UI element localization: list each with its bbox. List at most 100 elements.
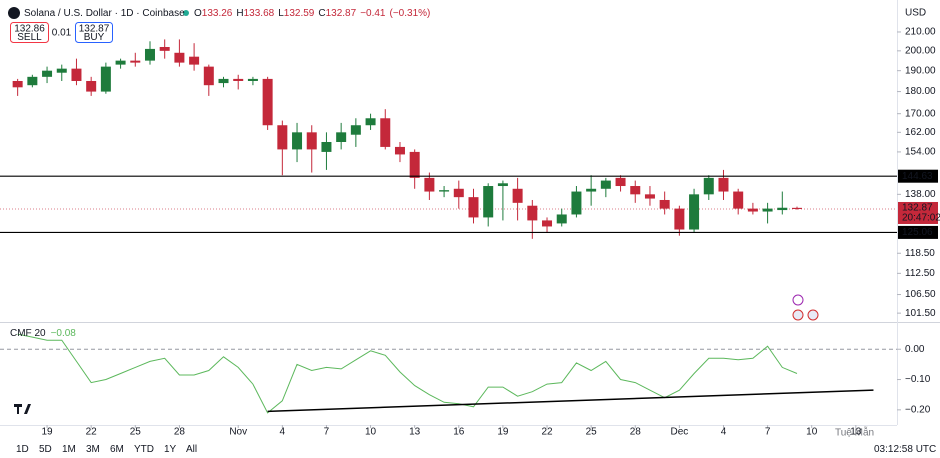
candle-body: [42, 70, 53, 77]
candle-body: [144, 48, 155, 61]
x-tick-label: 13: [850, 427, 862, 438]
candle-body: [159, 46, 170, 51]
y-tick-label: 170.00: [905, 108, 936, 119]
chart-title: Solana / U.S. Dollar · 1D · Coinbase: [24, 8, 185, 19]
candle-body: [571, 191, 582, 215]
candle-body: [27, 76, 38, 86]
y-tick-label: 200.00: [905, 45, 936, 56]
event-icon[interactable]: [807, 309, 819, 321]
range-button[interactable]: 5D: [39, 444, 52, 455]
symbol-logo: [8, 7, 20, 19]
candle-body: [380, 118, 391, 147]
x-tick-label: 10: [365, 427, 377, 438]
candle-body: [12, 80, 23, 88]
background: [0, 0, 940, 441]
x-tick-label: 22: [541, 427, 553, 438]
candle-body: [409, 151, 420, 178]
x-tick-label: 13: [409, 427, 421, 438]
y-tick-label: 138.00: [905, 189, 936, 200]
price-label: 144.63: [902, 171, 933, 182]
candle-body: [350, 125, 361, 135]
y-tick-label: 112.50: [905, 268, 935, 279]
change-pct: (−0.31%): [390, 8, 431, 19]
currency: USD: [905, 8, 926, 19]
range-button[interactable]: 1D: [16, 444, 29, 455]
cmf-line: [17, 333, 798, 414]
candle-body: [115, 60, 126, 65]
y-tick-label: 210.00: [905, 27, 936, 38]
y-tick-label: 162.00: [905, 127, 936, 138]
candle-body: [174, 52, 185, 63]
candle-body: [394, 146, 405, 155]
x-tick-label: 28: [174, 427, 186, 438]
candle-body: [321, 141, 332, 152]
event-icon[interactable]: [792, 309, 804, 321]
candle-body: [468, 197, 479, 218]
candle-body: [644, 194, 655, 199]
y-tick-label: −0.10: [905, 374, 931, 385]
range-button[interactable]: 1M: [62, 444, 76, 455]
candle-body: [100, 66, 111, 92]
clock: 03:12:58 UTC: [874, 444, 937, 455]
candle-body: [600, 180, 611, 189]
indicator-legend: CMF 20 −0.08: [10, 328, 76, 339]
candle-body: [512, 188, 523, 203]
buy-label: BUY: [84, 32, 105, 43]
candle-body: [718, 177, 729, 192]
y-tick-label: 190.00: [905, 65, 936, 76]
candle-body: [777, 207, 788, 211]
range-button[interactable]: 3M: [86, 444, 100, 455]
candle-body: [189, 56, 200, 65]
candle-body: [292, 132, 303, 150]
candle-body: [556, 214, 567, 224]
y-tick-label: −0.20: [905, 404, 931, 415]
range-button[interactable]: All: [186, 444, 198, 455]
trend-line: [267, 389, 874, 413]
candle-body: [218, 78, 229, 84]
ohlc-key: O: [194, 8, 202, 19]
price-label-box: [898, 169, 938, 183]
buy-button[interactable]: [75, 22, 113, 43]
candle-body: [689, 194, 700, 230]
x-tick-label: 25: [130, 427, 142, 438]
candle-body: [86, 80, 97, 92]
watermark: Tuệ Mẫn: [835, 426, 874, 439]
toolbar: 1D 5D 1M 3M 6M YTD 1Y All 03:12:58 UTC: [0, 441, 940, 458]
range-button[interactable]: YTD: [134, 444, 154, 455]
candle-body: [703, 177, 714, 195]
candle-body: [733, 191, 744, 209]
x-tick-label: Nov: [229, 427, 247, 438]
candle-body: [203, 66, 214, 86]
indicator-name: CMF 20: [10, 328, 46, 339]
buy-price: 132.87: [79, 24, 110, 35]
y-tick-label: 154.00: [905, 147, 936, 158]
candle-body: [659, 199, 670, 209]
status-dot: [183, 10, 189, 16]
price-label-box: [898, 225, 938, 239]
candle-body: [306, 132, 317, 150]
last-price-box: [898, 201, 938, 224]
candle-body: [233, 78, 244, 81]
ohlc-key: H: [236, 8, 243, 19]
ohlc-value: 133.26: [202, 8, 233, 19]
y-tick-label: 118.50: [905, 248, 935, 259]
x-tick-label: 16: [453, 427, 465, 438]
tv-logo: [14, 404, 31, 414]
candle-body: [262, 78, 273, 126]
candle-body: [365, 118, 376, 126]
x-tick-label: 19: [41, 427, 53, 438]
ohlc-key: L: [278, 8, 284, 19]
y-tick-label: 0.00: [905, 344, 925, 355]
candle-body: [747, 208, 758, 212]
range-button[interactable]: 1Y: [164, 444, 177, 455]
sell-button[interactable]: [10, 22, 49, 43]
candle-body: [762, 208, 773, 212]
range-button[interactable]: 6M: [110, 444, 124, 455]
candle-body: [483, 186, 494, 218]
sell-price: 132.86: [14, 24, 45, 35]
x-tick-label: 22: [86, 427, 98, 438]
candle-body: [277, 125, 288, 150]
event-icon[interactable]: [792, 294, 804, 306]
candle-body: [56, 68, 67, 73]
